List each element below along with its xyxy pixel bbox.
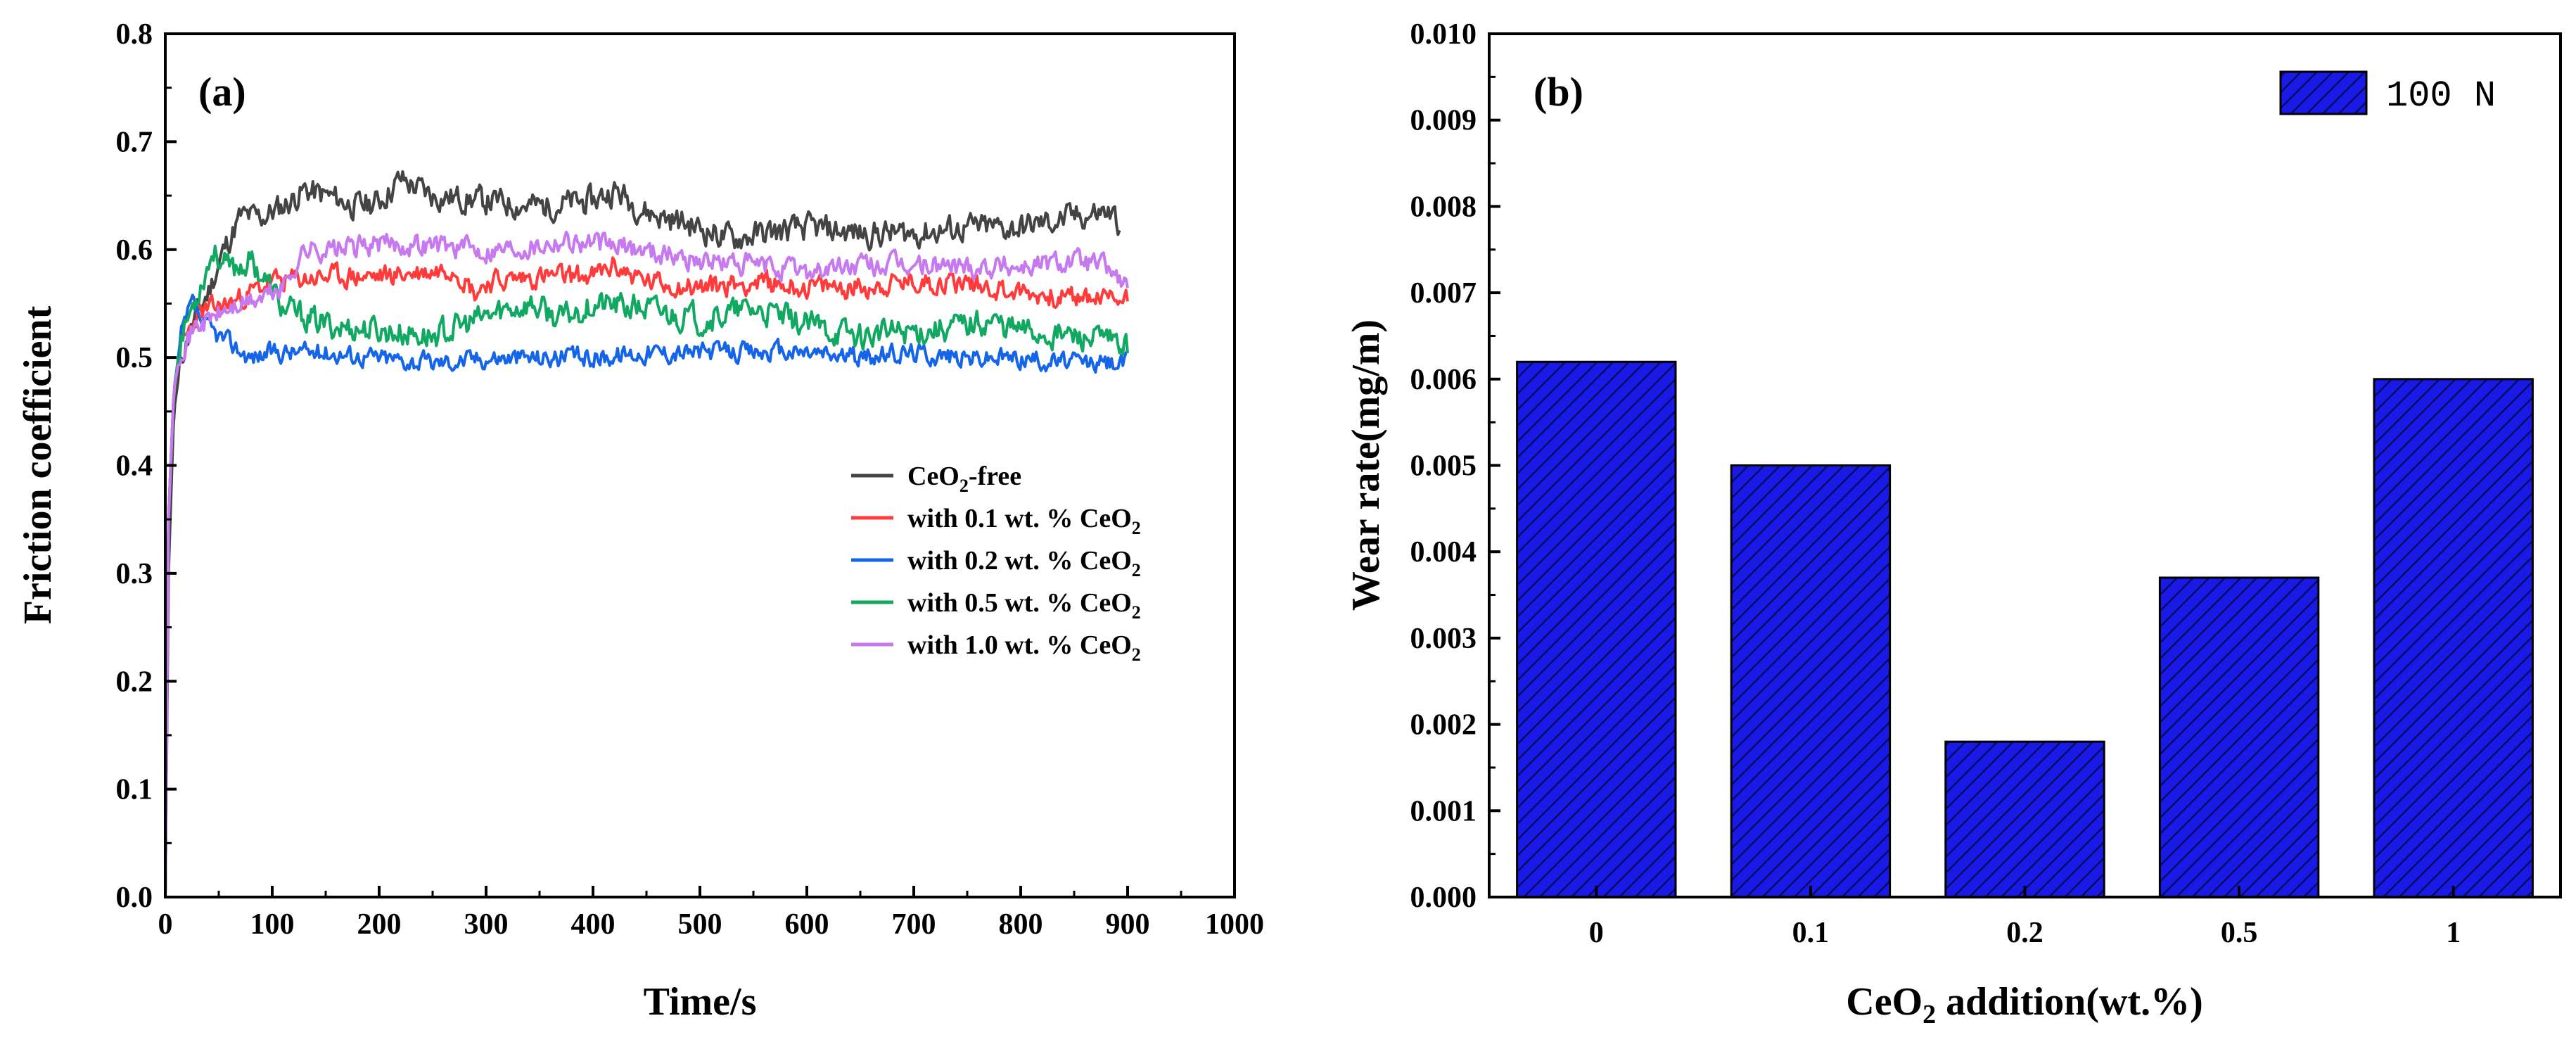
x-tick-label-b: 0.5: [2221, 917, 2258, 949]
x-tick-label-a: 800: [999, 908, 1043, 941]
x-tick-label-a: 600: [785, 908, 829, 941]
friction-series-line: [164, 293, 1129, 898]
wear-rate-legend: 100 N: [2279, 70, 2496, 117]
legend-label-main: with 1.0 wt. % CeO: [907, 630, 1132, 660]
y-tick-label-a: 0.5: [116, 342, 153, 374]
x-tick-label-a: 400: [571, 908, 616, 941]
legend-swatch-100n: [2279, 70, 2368, 115]
wear-rate-bar: [2158, 576, 2320, 898]
panel-label-a: (a): [198, 69, 246, 115]
legend-label-subscript: 2: [959, 476, 969, 496]
y-tick-label-a: 0.7: [116, 126, 153, 158]
y-axis-title-b: Wear rate(mg/m): [1344, 319, 1388, 611]
x-tick-label-a: 700: [892, 908, 936, 941]
wear-rate-bar: [1730, 464, 1892, 898]
y-tick-label-b: 0.006: [1410, 364, 1477, 396]
friction-series-line: [164, 170, 1121, 898]
x-tick-label-a: 1000: [1205, 908, 1264, 941]
y-tick-label-b: 0.007: [1410, 277, 1477, 310]
legend-label-main: with 0.5 wt. % CeO: [907, 588, 1132, 618]
panel-label-b: (b): [1534, 69, 1583, 115]
x-tick-label-b: 0: [1589, 917, 1604, 949]
y-tick-label-a: 0.2: [116, 666, 153, 698]
x-tick-label-a: 500: [678, 908, 722, 941]
wear-rate-bar: [1944, 740, 2105, 898]
x-tick-label-a: 200: [357, 908, 402, 941]
y-tick-label-b: 0.010: [1410, 18, 1477, 51]
y-tick-label-b: 0.004: [1410, 536, 1477, 568]
y-tick-label-a: 0.1: [116, 774, 153, 806]
friction-series-lines: [164, 170, 1129, 898]
x-tick-label-a: 300: [464, 908, 509, 941]
y-tick-label-a: 0.8: [116, 18, 153, 51]
y-tick-label-b: 0.003: [1410, 623, 1477, 655]
x-axis-title-b-subscript: 2: [1923, 1000, 1936, 1029]
wear-rate-axis-ticks: 0 0.1 0.2 0.5 1 0.000 0.001 0.002 0.003 0.004 0.00…: [1410, 18, 2461, 949]
y-tick-label-b: 0.005: [1410, 450, 1477, 483]
legend-label-100n: 100 N: [2386, 75, 2496, 117]
x-tick-label-a: 0: [158, 908, 173, 941]
wear-rate-bar: [1516, 360, 1677, 898]
friction-series-line: [164, 230, 1129, 898]
legend-label-subscript: 2: [1132, 644, 1141, 665]
y-tick-label-b: 0.008: [1410, 191, 1477, 223]
legend-label-main: with 0.1 wt. % CeO: [907, 504, 1132, 533]
wear-rate-bars: [1516, 360, 2534, 898]
y-tick-label-a: 0.4: [116, 450, 153, 483]
wear-rate-chart: 0 0.1 0.2 0.5 1 0.000 0.001 0.002 0.003 0.004 0.00…: [1344, 18, 2562, 1029]
x-tick-label-b: 0.1: [1792, 917, 1830, 949]
legend-label-a: with 0.5 wt. % CeO2: [907, 588, 1141, 623]
y-tick-label-b: 0.000: [1410, 882, 1477, 914]
legend-label-main: CeO: [907, 462, 959, 491]
y-tick-label-a: 0.0: [116, 882, 153, 914]
x-tick-label-a: 100: [250, 908, 295, 941]
x-tick-label-a: 900: [1106, 908, 1150, 941]
friction-series-line: [164, 256, 1129, 898]
y-tick-label-a: 0.3: [116, 558, 153, 590]
y-tick-label-a: 0.6: [116, 234, 153, 267]
x-tick-label-b: 1: [2446, 917, 2461, 949]
legend-label-subscript: 2: [1132, 602, 1141, 623]
x-axis-title-a: Time/s: [644, 980, 757, 1024]
legend-label-a: CeO2-free: [907, 462, 1021, 496]
x-tick-label-b: 0.2: [2006, 917, 2043, 949]
legend-label-subscript: 2: [1132, 560, 1141, 580]
x-axis-title-b-main: CeO: [1846, 980, 1923, 1024]
legend-label-a: with 0.2 wt. % CeO2: [907, 546, 1141, 580]
y-tick-label-b: 0.001: [1410, 795, 1477, 827]
friction-axis-ticks: 0 100 200 300 400 500 600 700 800 900 1000 0.0 0.1 0.…: [116, 18, 1265, 941]
friction-coefficient-chart: 0 100 200 300 400 500 600 700 800 900 1000 0.0 0.1 0.…: [16, 18, 1264, 1024]
wear-rate-bar: [2373, 378, 2534, 898]
legend-label-a: with 0.1 wt. % CeO2: [907, 504, 1141, 538]
plot-frame-a: [164, 32, 1236, 898]
x-axis-title-b-suffix: addition(wt.%): [1936, 980, 2203, 1024]
legend-label-subscript: 2: [1132, 518, 1141, 538]
y-axis-title-a: Friction coefficient: [16, 305, 60, 624]
legend-label-suffix: -free: [969, 462, 1021, 491]
legend-label-a: with 1.0 wt. % CeO2: [907, 630, 1141, 665]
y-tick-label-b: 0.002: [1410, 709, 1477, 742]
legend-label-main: with 0.2 wt. % CeO: [907, 546, 1132, 576]
y-tick-label-b: 0.009: [1410, 105, 1477, 137]
x-axis-title-b: CeO2 addition(wt.%): [1846, 980, 2202, 1029]
friction-series-line: [164, 244, 1129, 898]
